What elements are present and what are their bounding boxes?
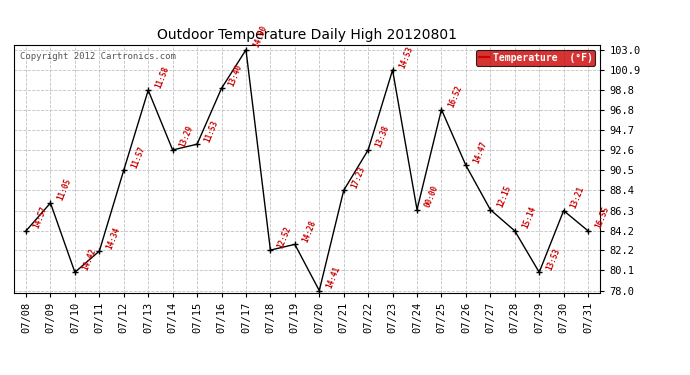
- Text: 14:47: 14:47: [471, 140, 489, 165]
- Text: 14:28: 14:28: [300, 219, 317, 244]
- Text: 14:50: 14:50: [252, 24, 268, 49]
- Text: 13:53: 13:53: [545, 247, 562, 272]
- Legend: Temperature  (°F): Temperature (°F): [476, 50, 595, 66]
- Text: Copyright 2012 Cartronics.com: Copyright 2012 Cartronics.com: [19, 53, 175, 62]
- Text: 14:42: 14:42: [81, 247, 97, 272]
- Text: 16:52: 16:52: [447, 84, 464, 109]
- Text: 12:52: 12:52: [276, 225, 293, 249]
- Text: 14:34: 14:34: [105, 225, 122, 250]
- Text: 13:38: 13:38: [374, 124, 391, 149]
- Text: 17:23: 17:23: [349, 165, 366, 190]
- Text: 11:53: 11:53: [203, 118, 219, 143]
- Text: 16:55: 16:55: [593, 205, 611, 230]
- Text: 12:15: 12:15: [496, 184, 513, 209]
- Text: 13:40: 13:40: [227, 63, 244, 87]
- Text: 15:14: 15:14: [520, 205, 538, 230]
- Text: 14:41: 14:41: [325, 265, 342, 290]
- Text: 11:58: 11:58: [154, 64, 170, 90]
- Title: Outdoor Temperature Daily High 20120801: Outdoor Temperature Daily High 20120801: [157, 28, 457, 42]
- Text: 00:00: 00:00: [422, 184, 440, 209]
- Text: 14:57: 14:57: [32, 205, 48, 230]
- Text: 11:57: 11:57: [129, 145, 146, 170]
- Text: 14:53: 14:53: [398, 45, 415, 69]
- Text: 13:21: 13:21: [569, 185, 586, 210]
- Text: 11:05: 11:05: [56, 177, 73, 202]
- Text: 13:29: 13:29: [178, 124, 195, 149]
